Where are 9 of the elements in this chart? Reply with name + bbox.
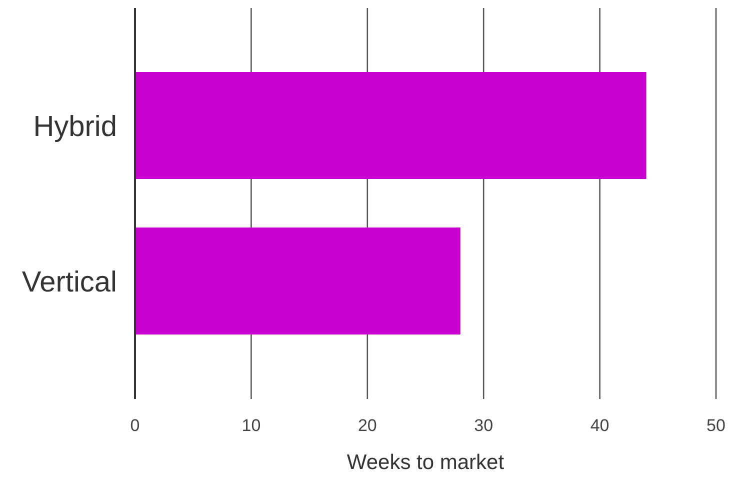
y-tick-label: Vertical bbox=[22, 266, 117, 299]
x-tick-label: 40 bbox=[590, 416, 610, 436]
x-tick-label: 10 bbox=[242, 416, 261, 436]
x-tick-label: 30 bbox=[474, 416, 494, 436]
x-tick-label: 20 bbox=[358, 416, 377, 436]
x-axis-title: Weeks to market bbox=[346, 451, 504, 474]
y-tick-label: Hybrid bbox=[33, 111, 117, 144]
x-tick-label: 0 bbox=[130, 416, 140, 436]
x-tick-label: 50 bbox=[706, 416, 726, 436]
